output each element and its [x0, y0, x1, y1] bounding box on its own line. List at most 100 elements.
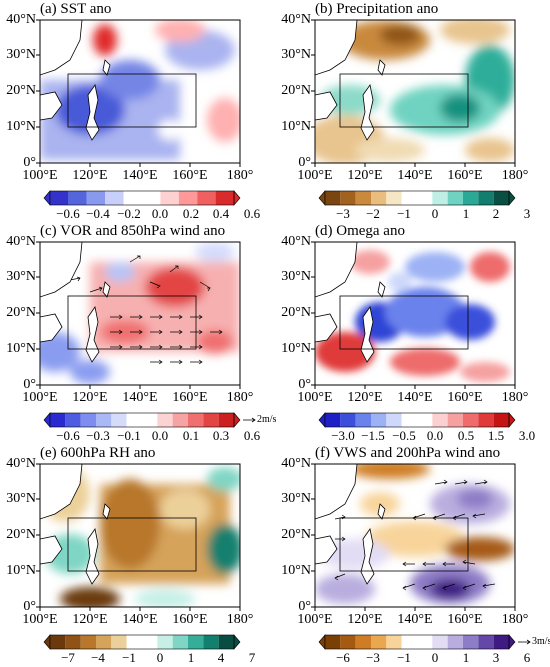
colorbar-a-tick-6: 0.6	[243, 206, 261, 221]
panel-f-graphic	[311, 463, 531, 650]
colorbar-e-tick-3: 0	[156, 650, 164, 665]
lon-label-160e: 160°E	[447, 168, 483, 183]
colorbar-a-tick-0: −0.6	[56, 206, 80, 221]
colorbar-c-tick-3: 0.0	[151, 428, 169, 443]
colorbar-c-tick-2: −0.1	[117, 428, 141, 443]
panel-e-graphic	[36, 463, 241, 650]
panel-b: (b) Precipitation ano 40°N 30°N 20°N 10°…	[275, 0, 550, 222]
panel-f-title: (f) VWS and 200hPa wind ano	[315, 445, 501, 461]
panel-c-graphic	[36, 241, 256, 428]
lat-label-10n: 10°N	[6, 341, 36, 356]
lon-label-160e: 160°E	[172, 390, 208, 405]
lat-label-10n: 10°N	[281, 341, 311, 356]
lat-label-20n: 20°N	[281, 527, 311, 542]
lat-label-40n: 40°N	[281, 234, 311, 249]
lon-label-100e: 100°E	[22, 390, 58, 405]
lat-label-40n: 40°N	[6, 456, 36, 471]
reference-vector-label-c: 2m/s	[257, 414, 277, 425]
lon-label-160e: 160°E	[447, 390, 483, 405]
lat-label-0: 0°	[23, 599, 36, 614]
colorbar-f-tick-3: 0	[431, 650, 439, 665]
colorbar-f-tick-6: 6	[523, 650, 531, 665]
lon-label-120e: 120°E	[72, 612, 108, 627]
lat-label-0: 0°	[23, 155, 36, 170]
lat-label-20n: 20°N	[281, 305, 311, 320]
lon-label-140e: 140°E	[397, 168, 433, 183]
panel-d: (d) Omega ano 40°N 30°N 20°N 10°N 0° 100…	[275, 222, 550, 444]
colorbar-d-tick-5: 1.5	[487, 428, 505, 443]
colorbar-b-tick-0: −3	[336, 206, 350, 221]
colorbar-a-tick-3: 0.0	[151, 206, 169, 221]
panel-b-title: (b) Precipitation ano	[315, 1, 439, 17]
lon-label-140e: 140°E	[122, 612, 158, 627]
lat-label-30n: 30°N	[6, 269, 36, 284]
colorbar-d-tick-2: −0.5	[392, 428, 416, 443]
panel-a-graphic	[36, 19, 241, 206]
lat-label-10n: 10°N	[6, 563, 36, 578]
colorbar-f-tick-1: −3	[366, 650, 380, 665]
colorbar-b-tick-2: −1	[397, 206, 411, 221]
lat-label-0: 0°	[23, 377, 36, 392]
lat-label-30n: 30°N	[6, 47, 36, 62]
colorbar-c-tick-1: −0.3	[86, 428, 110, 443]
colorbar-d-tick-0: −3.0	[331, 428, 355, 443]
lon-label-180: 180°	[226, 168, 254, 183]
lon-label-100e: 100°E	[297, 390, 333, 405]
lon-label-140e: 140°E	[397, 390, 433, 405]
colorbar-f-tick-2: −1	[397, 650, 411, 665]
lat-label-30n: 30°N	[281, 491, 311, 506]
panel-e: (e) 600hPa RH ano 40°N 30°N 20°N 10°N 0°…	[0, 444, 275, 666]
lon-label-160e: 160°E	[172, 612, 208, 627]
panel-f: (f) VWS and 200hPa wind ano 40°N 30°N 20…	[275, 444, 550, 666]
colorbar-d-tick-6: 3.0	[518, 428, 536, 443]
colorbar-e-tick-0: −7	[61, 650, 75, 665]
lat-label-30n: 30°N	[281, 269, 311, 284]
lat-label-0: 0°	[298, 377, 311, 392]
panel-a: (a) SST ano 40°N 30°N 20°N 10°N 0° 100°E…	[0, 0, 275, 222]
colorbar-c-tick-4: 0.1	[182, 428, 200, 443]
colorbar-a	[43, 190, 241, 206]
colorbar-e-tick-4: 1	[187, 650, 195, 665]
lat-label-10n: 10°N	[6, 119, 36, 134]
panel-c: (c) VOR and 850hPa wind ano 40°N 30°N 20…	[0, 222, 277, 444]
colorbar-f	[318, 634, 516, 650]
lon-label-140e: 140°E	[122, 390, 158, 405]
colorbar-b-tick-5: 2	[492, 206, 500, 221]
lat-label-40n: 40°N	[281, 456, 311, 471]
colorbar-a-tick-2: −0.2	[117, 206, 141, 221]
lon-label-160e: 160°E	[447, 612, 483, 627]
reference-vector-label-f: 3m/s	[532, 636, 550, 647]
lon-label-180: 180°	[501, 168, 529, 183]
lon-label-180: 180°	[226, 390, 254, 405]
lat-label-20n: 20°N	[6, 527, 36, 542]
panel-e-title: (e) 600hPa RH ano	[40, 445, 156, 461]
colorbar-f-tick-4: 1	[462, 650, 470, 665]
lat-label-0: 0°	[298, 155, 311, 170]
lat-label-30n: 30°N	[281, 47, 311, 62]
lat-label-40n: 40°N	[6, 12, 36, 27]
colorbar-b-tick-6: 3	[523, 206, 531, 221]
colorbar-c-tick-0: −0.6	[56, 428, 80, 443]
colorbar-a-tick-1: −0.4	[86, 206, 110, 221]
colorbar-d-tick-1: −1.5	[361, 428, 385, 443]
reference-arrow-c	[243, 417, 256, 423]
panel-d-graphic	[311, 241, 516, 428]
lon-label-120e: 120°E	[347, 168, 383, 183]
lon-label-100e: 100°E	[22, 612, 58, 627]
lon-label-140e: 140°E	[397, 612, 433, 627]
lat-label-0: 0°	[298, 599, 311, 614]
lon-label-180: 180°	[501, 612, 529, 627]
lon-label-100e: 100°E	[297, 612, 333, 627]
lon-label-120e: 120°E	[72, 168, 108, 183]
colorbar-c-tick-5: 0.3	[212, 428, 230, 443]
colorbar-d-tick-3: 0.0	[426, 428, 444, 443]
lat-label-30n: 30°N	[6, 491, 36, 506]
lon-label-100e: 100°E	[22, 168, 58, 183]
colorbar-e-tick-1: −4	[91, 650, 105, 665]
colorbar-d	[318, 412, 516, 428]
colorbar-b-tick-1: −2	[366, 206, 380, 221]
panel-d-title: (d) Omega ano	[315, 223, 405, 239]
lon-label-140e: 140°E	[122, 168, 158, 183]
colorbar-f-tick-5: 3	[492, 650, 500, 665]
panel-b-graphic	[311, 19, 516, 206]
